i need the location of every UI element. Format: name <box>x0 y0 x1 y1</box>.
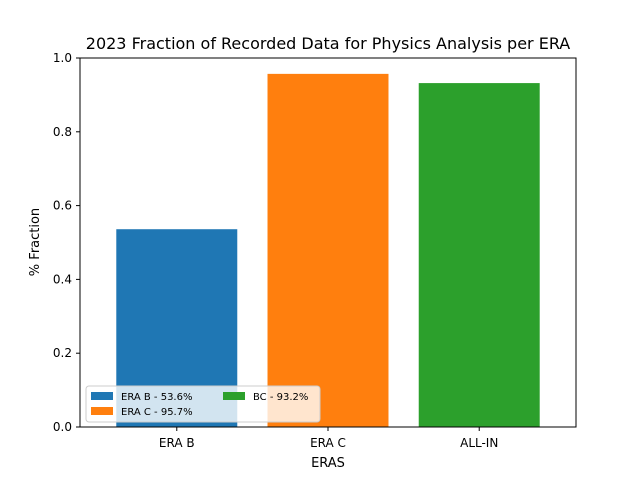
y-axis-label: % Fraction <box>28 208 43 276</box>
y-axis-ticks: 0.0 0.2 0.4 0.6 0.8 1.0 <box>53 51 80 434</box>
y-tick-label: 1.0 <box>53 51 72 65</box>
legend-swatch <box>91 392 113 400</box>
legend-box <box>85 385 321 423</box>
x-tick-label: ERA C <box>310 436 346 450</box>
x-tick-label: ALL-IN <box>460 436 498 450</box>
legend-swatch <box>223 392 245 400</box>
bars-group <box>116 73 540 427</box>
chart-title: 2023 Fraction of Recorded Data for Physi… <box>86 34 571 53</box>
legend-label: BC - 93.2% <box>253 392 308 403</box>
legend-label: ERA B - 53.6% <box>121 392 192 403</box>
bar-all-in <box>418 83 540 427</box>
y-tick-label: 0.6 <box>53 199 72 213</box>
y-tick-label: 0.0 <box>53 420 72 434</box>
y-tick-label: 0.2 <box>53 346 72 360</box>
y-tick-label: 0.8 <box>53 125 72 139</box>
y-tick-label: 0.4 <box>53 272 72 286</box>
legend-label: ERA C - 95.7% <box>121 407 193 418</box>
x-axis-label: ERAS <box>311 456 345 471</box>
legend: ERA B - 53.6% ERA C - 95.7% BC - 93.2% <box>85 385 321 423</box>
bar-era-c <box>267 73 389 427</box>
x-tick-label: ERA B <box>159 436 195 450</box>
x-axis-ticks: ERA B ERA C ALL-IN <box>159 427 498 450</box>
legend-swatch <box>91 407 113 415</box>
plot-frame <box>79 57 577 428</box>
